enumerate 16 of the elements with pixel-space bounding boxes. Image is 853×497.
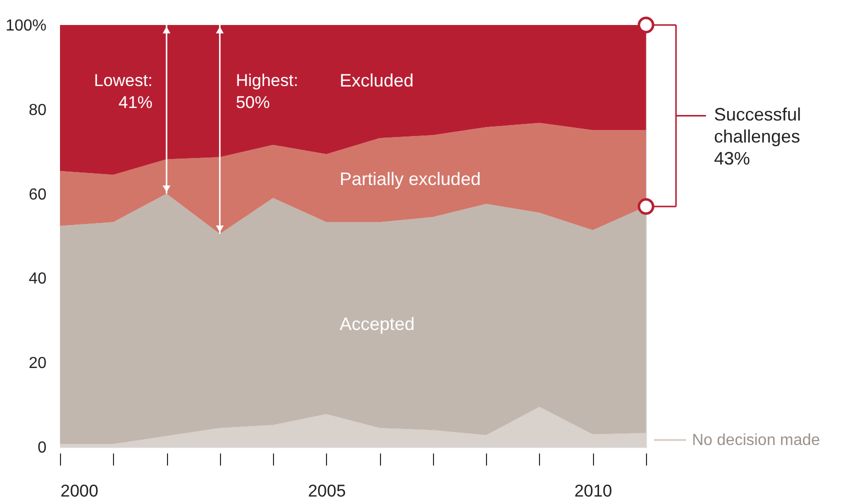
y-tick-label: 100% bbox=[6, 18, 46, 34]
y-tick-label: 0 bbox=[38, 440, 47, 456]
legend-label: No decision made bbox=[692, 432, 820, 450]
annotation: Lowest: 41% bbox=[94, 71, 153, 112]
series-label: Excluded bbox=[340, 70, 414, 91]
text: Successful challenges 43% bbox=[714, 104, 802, 169]
y-tick-label: 60 bbox=[28, 186, 47, 204]
x-tick-label: 2000 bbox=[60, 482, 98, 497]
y-tick-label: 80 bbox=[28, 102, 47, 119]
y-tick-label: 20 bbox=[28, 355, 47, 372]
series-label: Partially excluded bbox=[340, 169, 481, 190]
y-tick-label: 40 bbox=[28, 270, 47, 288]
annotation: Highest: 50% bbox=[236, 71, 298, 112]
x-tick-label: 2010 bbox=[574, 482, 612, 497]
x-tick-label: 2005 bbox=[308, 482, 346, 497]
series-label: Accepted bbox=[340, 314, 415, 334]
